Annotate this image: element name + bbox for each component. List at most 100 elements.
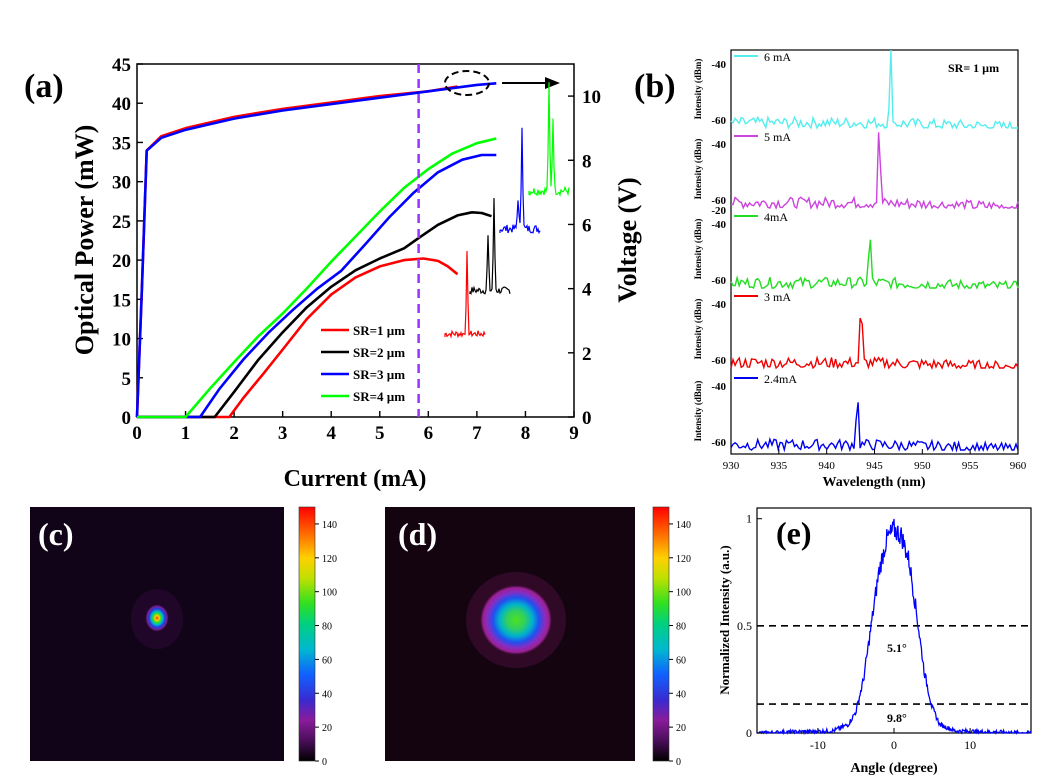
y-axis-label-e: Normalized Intensity (a.u.) — [717, 545, 732, 695]
x-tick-label: 935 — [771, 460, 788, 472]
y2-tick-label: 8 — [582, 151, 592, 172]
voltage-line — [135, 82, 497, 418]
power-line — [137, 153, 497, 419]
y-tick-label: -40 — [711, 59, 726, 71]
legend-a: SR=1 µm SR=2 µm SR=3 µm SR=4 µm — [321, 323, 405, 404]
x-axis-label-a: Current (mA) — [284, 466, 427, 492]
plot-frame-a — [136, 63, 575, 418]
x-tick-label: 5 — [375, 423, 385, 444]
highlight-ellipse — [444, 70, 490, 96]
spectrum-line — [731, 132, 1019, 211]
y-tick-label: -60 — [711, 115, 726, 127]
colorbar-tick-label: 60 — [322, 655, 332, 666]
legend-label: 4mA — [764, 210, 788, 224]
chart-title-b: SR= 1 µm — [948, 61, 999, 75]
x-tick-label: 8 — [521, 423, 531, 444]
y-tick-label: 15 — [112, 290, 131, 311]
inset-spectrum — [528, 82, 570, 197]
x-tick-label: 2 — [229, 423, 239, 444]
y-tick-label: 1 — [746, 512, 752, 526]
series-lines-a — [135, 82, 497, 419]
y-tick-label: 5 — [122, 369, 132, 390]
x-tick-label: 945 — [866, 460, 883, 472]
y2-tick-label: 6 — [582, 215, 592, 236]
colorbar-tick-label: 40 — [676, 689, 686, 700]
x-tick-label: 7 — [472, 423, 482, 444]
y-tick-label: 40 — [112, 94, 131, 115]
inset-spectra — [444, 82, 570, 339]
colorbar-ticks-d: 0 20 40 60 80 100 120 140 — [669, 520, 691, 768]
y-tick-label: -40 — [711, 299, 726, 311]
legend-label: SR=3 µm — [353, 367, 405, 382]
x-tick-label: 10 — [964, 738, 976, 752]
colorbar-tick-label: 100 — [322, 588, 337, 599]
legend-label: 6 mA — [764, 50, 791, 64]
panel-label-a: (a) — [24, 68, 64, 105]
x-tick-label: 0 — [891, 738, 897, 752]
arrow-head — [545, 77, 560, 89]
x-tick-label: 930 — [723, 460, 740, 472]
x-tick-label: 955 — [962, 460, 979, 472]
colorbar-ticks-c: 0 20 40 60 80 100 120 140 — [315, 520, 337, 768]
x-tick-label: 960 — [1010, 460, 1027, 472]
colorbar-tick-label: 20 — [676, 723, 686, 734]
x-axis-label-e: Angle (degree) — [850, 761, 938, 776]
panel-a: (a) 0 1 2 3 4 5 6 7 8 90510152025303540450246810 … — [24, 55, 642, 492]
spectrum-line — [730, 49, 1018, 130]
y-tick-label: 20 — [112, 251, 131, 272]
x-tick-label: 6 — [424, 423, 434, 444]
y-tick-label: 0.5 — [737, 619, 752, 633]
spectra-b: 6 mA -40 -60 Intensity (dBm) 5 mA -40 -60 Inten… — [693, 49, 1027, 472]
y-tick-label: -60 — [711, 195, 726, 207]
y-tick-label: 0 — [746, 726, 752, 740]
colorbar-tick-label: 20 — [322, 723, 332, 734]
power-line — [137, 257, 459, 419]
legend-label: 3 mA — [764, 290, 791, 304]
y-tick-label: -40 — [711, 381, 726, 393]
y2-axis-label-a: Voltage (V) — [613, 177, 642, 302]
legend-label: SR=4 µm — [353, 389, 405, 404]
inset-spectrum — [499, 127, 541, 235]
y-tick-label: 30 — [112, 173, 131, 194]
colorbar-tick-label: 40 — [322, 689, 332, 700]
y-axis-label: Intensity (dBm) — [693, 59, 703, 120]
panel-c: (c) 0 20 40 60 80 100 120 140 — [30, 506, 337, 768]
y-tick-label: 0 — [122, 408, 132, 429]
colorbar-tick-label: 80 — [676, 622, 686, 633]
y-tick-label: 10 — [112, 330, 131, 351]
panel-b: (b) SR= 1 µm 6 mA -40 -60 Intensity (dBm) 5 … — [634, 49, 1027, 490]
colorbar-tick-label: 100 — [676, 588, 691, 599]
profile-line — [756, 518, 1032, 736]
panel-label-d: (d) — [398, 516, 437, 552]
colorbar-tick-label: 140 — [676, 520, 691, 531]
y-tick-label: -60 — [711, 275, 726, 287]
beam-spot-c — [145, 604, 169, 632]
colorbar-tick-label: 0 — [676, 757, 681, 768]
beam-spot-d — [479, 584, 553, 656]
y2-tick-label: 10 — [582, 87, 601, 108]
y-tick-label: 25 — [112, 212, 131, 233]
annotation-1e2: 9.8° — [887, 711, 907, 725]
colorbar-tick-label: 80 — [322, 622, 332, 633]
colorbar-d — [652, 506, 670, 762]
panel-e: (e) -10 0 10 0 0.5 1 5.1° 9.8° Angle (degree)… — [717, 507, 1032, 776]
y-axis-label: Intensity (dBm) — [693, 299, 703, 360]
profile-e: -10 0 10 0 0.5 1 — [737, 512, 1032, 752]
y-tick-label: -60 — [711, 437, 726, 449]
inset-spectrum — [469, 197, 511, 296]
voltage-line — [135, 85, 458, 418]
colorbar-c — [298, 506, 316, 762]
y2-tick-label: 2 — [582, 344, 592, 365]
x-tick-label: -10 — [810, 738, 826, 752]
y-tick-label: 35 — [112, 133, 131, 154]
spectrum-line — [730, 402, 1019, 453]
y2-tick-label: 0 — [582, 408, 592, 429]
plot-frame-b — [730, 49, 1019, 455]
panel-label-e: (e) — [776, 515, 812, 551]
y2-tick-label: 4 — [582, 280, 592, 301]
colorbar-tick-label: 0 — [322, 757, 327, 768]
panel-d: (d) 0 20 40 60 80 100 120 140 — [385, 506, 691, 768]
spectrum-line — [730, 317, 1019, 371]
legend-label: SR=2 µm — [353, 345, 405, 360]
